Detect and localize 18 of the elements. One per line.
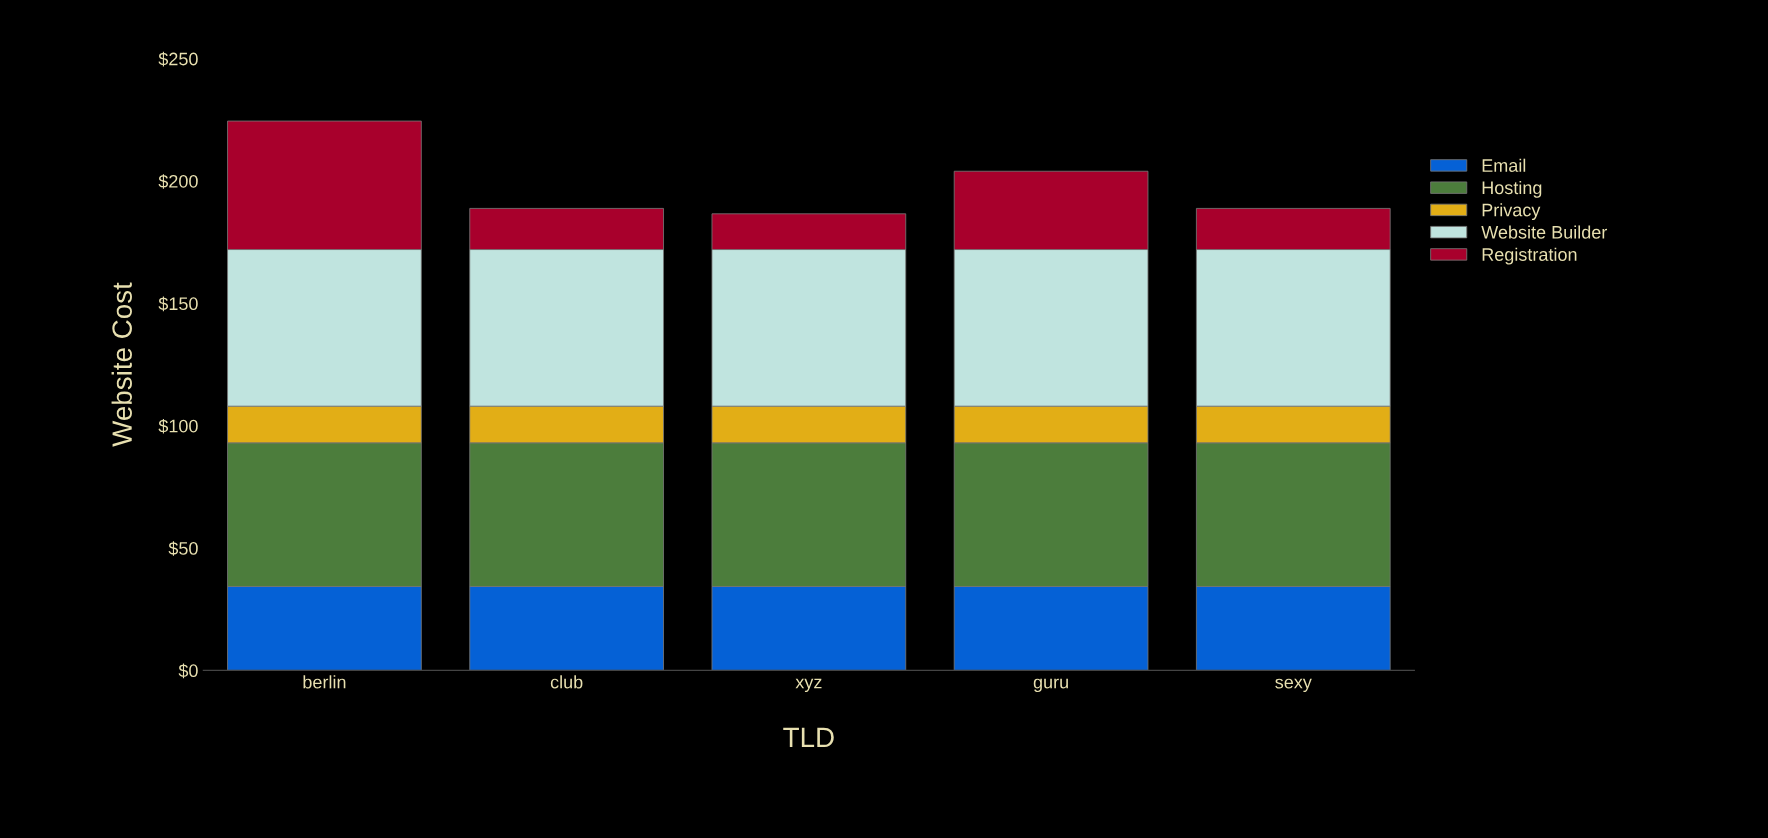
x-tick-label: xyz: [795, 678, 822, 693]
legend-label: Hosting: [1482, 180, 1542, 198]
y-axis-title: Website Cost: [111, 282, 132, 447]
x-axis-title: TLD: [783, 727, 834, 747]
x-tick-label: berlin: [303, 675, 346, 689]
y-tick-label: $100: [158, 418, 198, 434]
legend-label: Email: [1482, 158, 1526, 172]
y-tick-label: $50: [168, 541, 198, 556]
x-tick-label: guru: [1033, 678, 1068, 693]
x-tick-label: club: [550, 675, 583, 689]
y-tick-label: $0: [178, 663, 198, 679]
legend-label: Registration: [1482, 247, 1577, 265]
legend-label: Website Builder: [1481, 225, 1608, 239]
y-tick-label: $150: [158, 296, 198, 312]
y-tick-label: $250: [158, 51, 198, 67]
x-tick-label: sexy: [1275, 678, 1312, 693]
y-tick-label: $200: [158, 174, 198, 189]
legend-label: Privacy: [1482, 203, 1541, 221]
